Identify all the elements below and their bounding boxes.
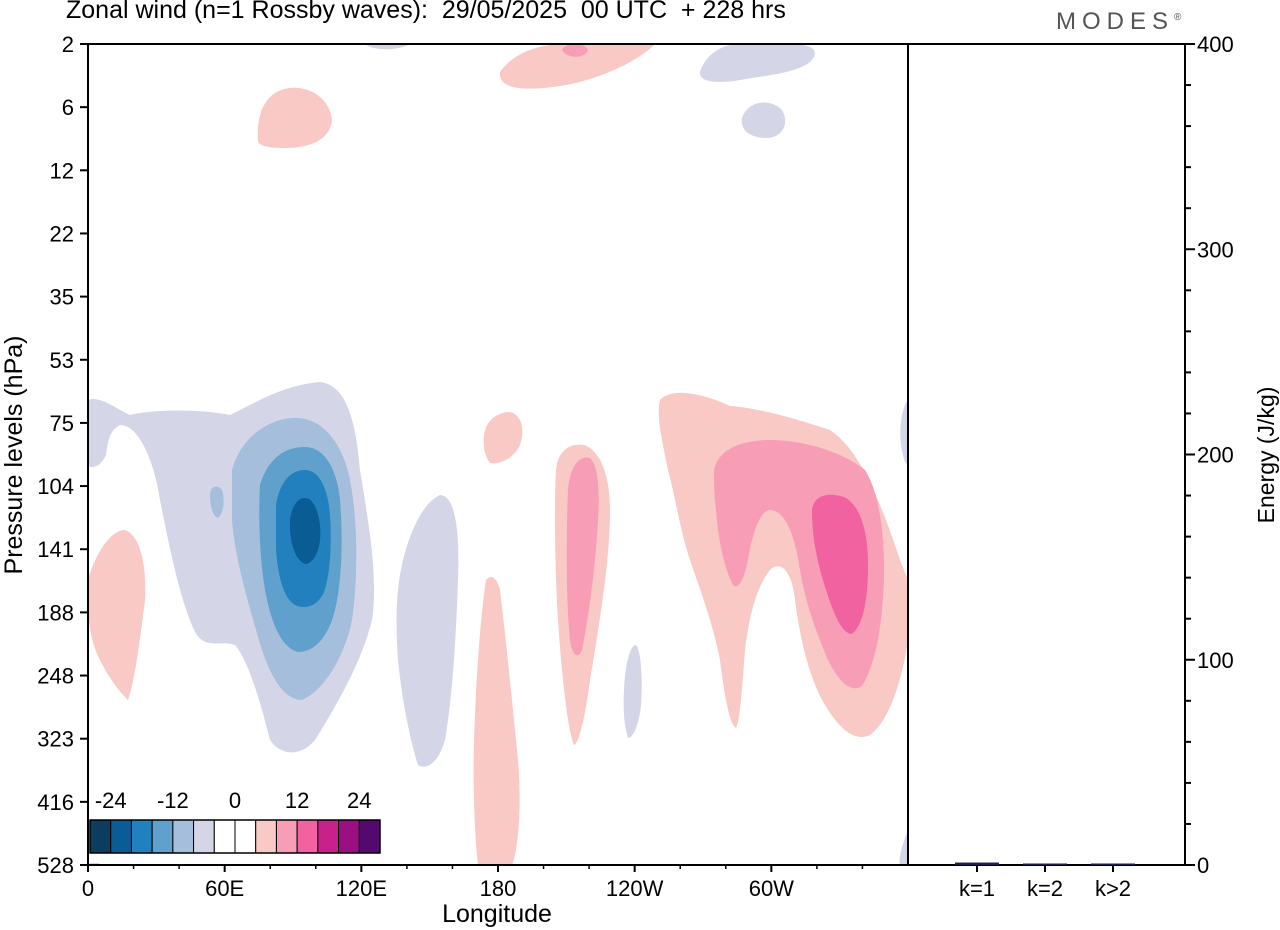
brand-name: MODES <box>1056 8 1175 35</box>
contour-pos-top-1 <box>499 44 655 89</box>
contour-pos-main-3 <box>812 494 868 634</box>
bar-category-label: k=1 <box>959 876 995 901</box>
colorbar-swatch <box>275 819 298 854</box>
y-axis-label: Pressure levels (hPa) <box>0 336 28 575</box>
y-tick-label: 6 <box>62 95 74 120</box>
x-tick-label: 60W <box>749 876 794 901</box>
contour-neg-center <box>396 495 459 767</box>
contour-pos-small <box>483 412 523 464</box>
y-tick-label: 53 <box>50 348 74 373</box>
contour-neg-edge-bottom <box>899 830 908 865</box>
y-tick-label: 104 <box>37 474 74 499</box>
contour-neg-edge <box>900 400 908 465</box>
energy-bars: k=1 k=2 k>2 <box>955 862 1135 901</box>
y-tick-label: 2 <box>62 32 74 57</box>
energy-tick-label: 0 <box>1197 853 1209 878</box>
contour-pos-dateline <box>473 577 520 865</box>
contour-neg-small-2 <box>623 645 642 738</box>
colorbar-swatch <box>317 819 340 854</box>
colorbar-swatch <box>358 819 381 854</box>
colorbar-swatch <box>130 819 153 854</box>
colorbar-swatch <box>213 819 236 854</box>
colorbar-border <box>89 819 381 854</box>
y-tick-label: 12 <box>50 158 74 183</box>
bar-category-label: k>2 <box>1095 876 1131 901</box>
colorbar-label: -24 <box>95 788 127 813</box>
energy-tick-label: 400 <box>1197 32 1234 57</box>
contour-neg-small-1 <box>210 486 224 518</box>
y-tick-label: 35 <box>50 285 74 310</box>
chart-title: Zonal wind (n=1 Rossby waves): 29/05/202… <box>66 0 786 24</box>
x-tick-label: 120W <box>606 876 664 901</box>
contour-pos-left <box>88 530 146 700</box>
colorbar-swatch <box>296 819 319 854</box>
energy-bar <box>955 862 999 865</box>
contour-pos-mid-2 <box>566 457 599 656</box>
contour-pos-top-2 <box>562 44 588 57</box>
y-tick-label: 141 <box>37 537 74 562</box>
y-axis-left: 2 6 12 22 35 53 75 104 141 188 248 323 416 528 <box>37 32 88 878</box>
y-tick-label: 416 <box>37 790 74 815</box>
colorbar-swatch <box>110 819 132 854</box>
colorbar: -24 -12 0 12 24 <box>89 788 381 854</box>
colorbar-swatch <box>255 819 277 854</box>
y-tick-label: 248 <box>37 664 74 689</box>
colorbar-label: 12 <box>285 788 309 813</box>
energy-tick-label: 100 <box>1197 648 1234 673</box>
brand-logo: MODES® <box>1056 8 1181 36</box>
bar-category-label: k=2 <box>1027 876 1063 901</box>
colorbar-swatch <box>151 819 174 854</box>
colorbar-swatch <box>234 819 257 854</box>
y-tick-label: 528 <box>37 853 74 878</box>
y-tick-label: 75 <box>50 411 74 436</box>
contour-neg-top-3 <box>741 102 786 138</box>
colorbar-swatch <box>172 819 195 854</box>
colorbar-label: -12 <box>157 788 189 813</box>
colorbar-label: 0 <box>229 788 241 813</box>
x-axis-bottom: 0 60E 120E 180 120W 60W <box>82 865 864 901</box>
x-tick-label: 120E <box>336 876 387 901</box>
x-tick-label: 0 <box>82 876 94 901</box>
x-axis-label: Longitude <box>442 900 552 928</box>
colorbar-swatch <box>338 819 360 854</box>
y-tick-label: 188 <box>37 600 74 625</box>
contour-pos-top-3 <box>257 87 332 148</box>
colorbar-label: 24 <box>347 788 371 813</box>
contour-neg-top-2 <box>699 44 815 82</box>
colorbar-swatch <box>193 819 215 854</box>
colorbar-swatch <box>89 819 112 854</box>
y-tick-label: 323 <box>37 727 74 752</box>
contour-plot <box>88 44 908 865</box>
y-tick-label: 22 <box>50 221 74 246</box>
energy-bar <box>1091 863 1135 865</box>
contour-neg-main-5 <box>290 498 321 564</box>
x-tick-label: 180 <box>480 876 517 901</box>
brand-mark: ® <box>1174 12 1182 23</box>
energy-bar <box>1023 863 1067 865</box>
y-axis-right: 0 100 200 300 400 <box>1185 32 1234 878</box>
x-tick-label: 60E <box>205 876 244 901</box>
energy-tick-label: 200 <box>1197 443 1234 468</box>
contour-neg-top-1 <box>365 44 410 50</box>
energy-axis-label: Energy (J/kg) <box>1253 387 1279 524</box>
energy-tick-label: 300 <box>1197 237 1234 262</box>
